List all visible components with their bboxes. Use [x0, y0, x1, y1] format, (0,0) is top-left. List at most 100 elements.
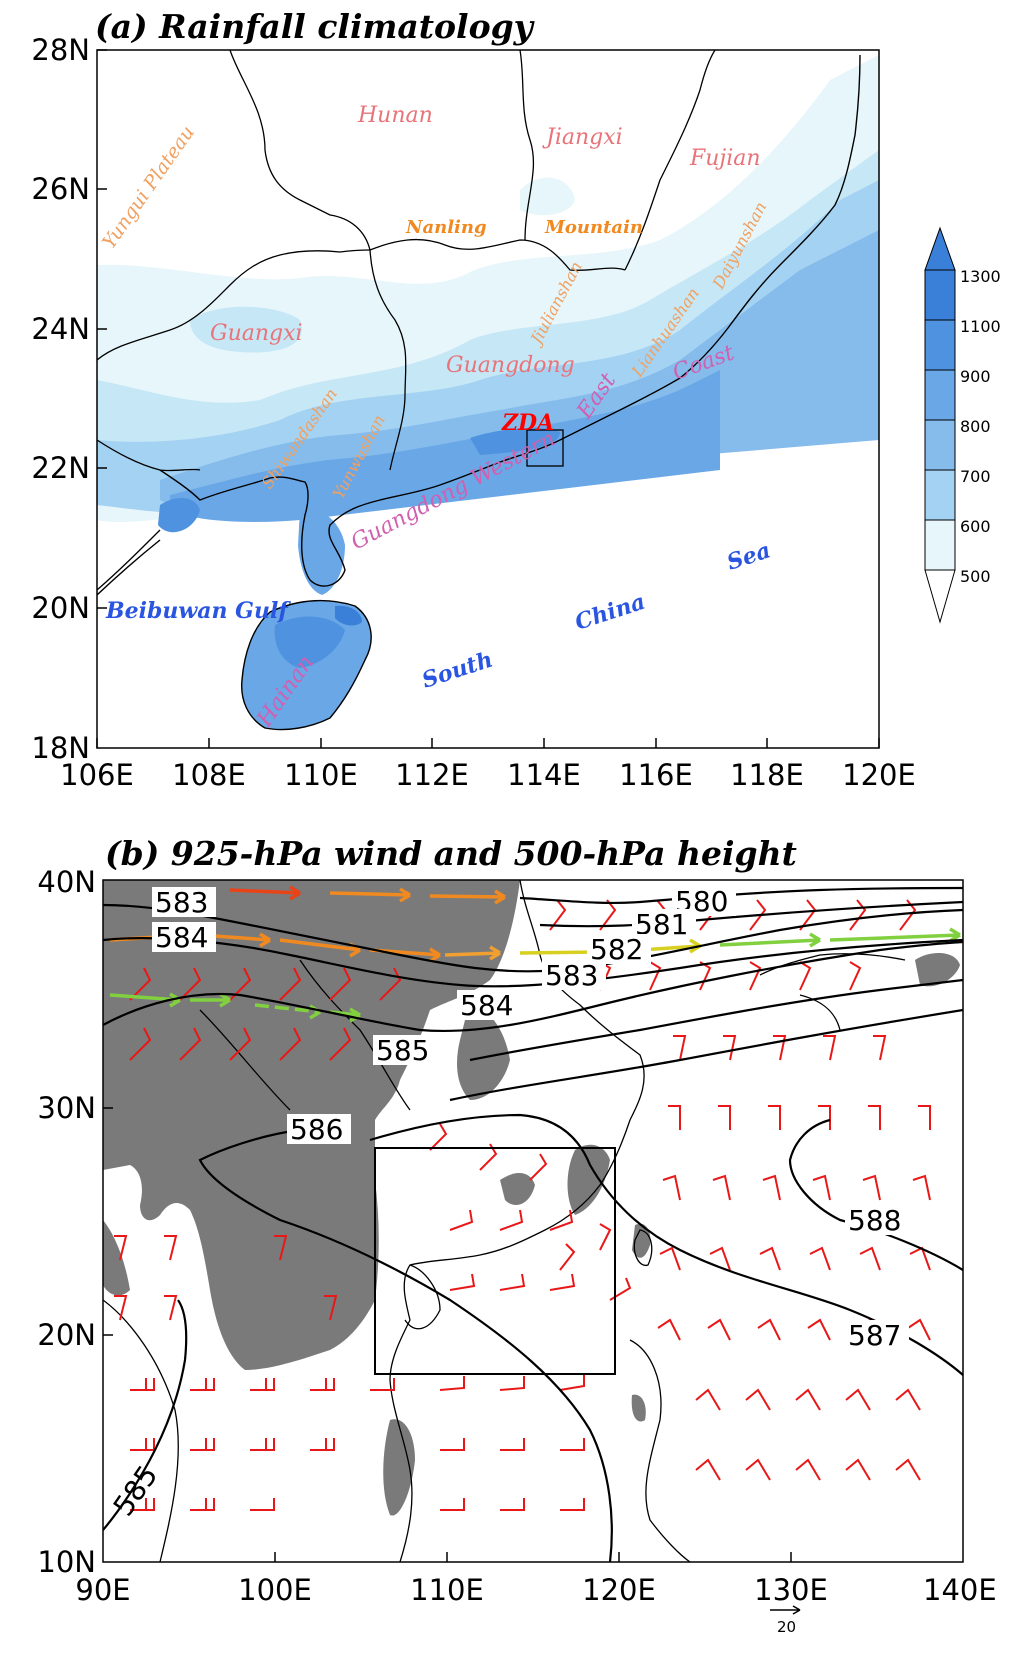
lat-tick: 20N: [37, 1318, 96, 1352]
label-south: South: [419, 647, 496, 694]
contour-label-bg: [542, 960, 606, 990]
lon-tick: 118E: [730, 758, 804, 792]
contour-labels: 583 584 580 581 582 583 584 585 586 588: [107, 885, 909, 1522]
lon-tick: 114E: [507, 758, 581, 792]
lat-tick: 30N: [37, 1091, 96, 1125]
lat-tick: 20N: [31, 591, 90, 625]
colorbar-bin: [924, 519, 956, 571]
rainfall-shading: [97, 50, 879, 731]
lat-tick: 18N: [31, 731, 90, 765]
label-guangxi: Guangxi: [210, 321, 303, 346]
terrain-shading: [103, 880, 960, 1516]
label-zda: ZDA: [501, 410, 554, 436]
reference-vector-label: 20: [777, 1618, 796, 1636]
terrain-myanmar: [103, 1220, 130, 1296]
panel-b-title: (b) 925-hPa wind and 500-hPa height: [105, 834, 797, 873]
label-guangdong: Guangdong: [446, 353, 575, 378]
lon-tick: 108E: [172, 758, 246, 792]
zda-box: [526, 429, 564, 467]
lat-tick: 26N: [31, 172, 90, 206]
terrain-phil: [631, 1394, 646, 1422]
contour-label: 586: [290, 1113, 343, 1146]
lon-tick: 140E: [923, 1573, 997, 1607]
colorbar-bin: [924, 369, 956, 421]
lat-tick: 40N: [37, 865, 96, 899]
panel-b-coastline: [103, 880, 906, 1562]
colorbar-label: 1100: [960, 317, 1001, 336]
label-sea: Sea: [724, 537, 774, 575]
contour-label: 587: [848, 1319, 901, 1352]
contour-label-bg: [587, 934, 651, 964]
contour-label-bg: [152, 887, 216, 917]
wind-barbs: [114, 899, 931, 1511]
colorbar-bottom-arrow: [924, 569, 956, 624]
lon-tick: 106E: [60, 758, 134, 792]
terrain-fujian: [567, 1144, 610, 1215]
rainfall-hainan-top: [335, 605, 362, 626]
coastline: [159, 54, 861, 587]
colorbar-label: 500: [960, 567, 991, 586]
contour-label: 585: [376, 1034, 429, 1067]
label-china: China: [572, 589, 649, 636]
rainfall-900: [170, 370, 720, 522]
colorbar-top-arrow: [924, 226, 956, 271]
lon-tick: 110E: [284, 758, 358, 792]
panel-a-lon-labels: 106E 108E 110E 112E 114E 116E 118E 120E: [60, 758, 916, 792]
colorbar-bin: [924, 319, 956, 371]
lon-tick: 130E: [754, 1573, 828, 1607]
reference-vector: 20: [770, 1605, 801, 1636]
hainan-outline: [241, 599, 372, 731]
province-borders: [97, 50, 716, 591]
lat-tick: 24N: [31, 312, 90, 346]
panel-a-title: (a) Rainfall climatology: [95, 7, 536, 46]
colorbar-label: 600: [960, 517, 991, 536]
lon-tick: 116E: [619, 758, 693, 792]
colorbar-bin: [924, 469, 956, 521]
panel-a-frame: [96, 49, 880, 749]
rainfall-leizhou: [298, 509, 345, 595]
contour-label: 583: [545, 959, 598, 992]
lon-tick: 110E: [410, 1573, 484, 1607]
label-mountain: Mountain: [544, 217, 643, 238]
panel-b-wind-height-map: (b) 925-hPa wind and 500-hPa height: [37, 834, 996, 1636]
lon-tick: 120E: [582, 1573, 656, 1607]
colorbar-label: 1300: [960, 267, 1001, 286]
height-contours: [103, 886, 963, 1562]
panel-a-lat-labels: 28N 26N 24N 22N 20N 18N: [31, 33, 90, 765]
rainfall-600-gx: [190, 306, 302, 353]
contour-label-bg: [287, 1114, 351, 1144]
label-nanling: Nanling: [405, 217, 487, 238]
lat-tick: 10N: [37, 1545, 96, 1579]
terrain-vietnam: [383, 1419, 415, 1516]
domain-box: [374, 1147, 616, 1375]
contour-label: 584: [155, 921, 208, 954]
contour-label: 584: [460, 989, 513, 1022]
lat-tick: 22N: [31, 451, 90, 485]
panel-b-frame: [102, 879, 964, 1563]
rainfall-1100-zda: [470, 428, 560, 455]
colorbar-bin: [924, 419, 956, 471]
colorbar: 1300 1100 900 800 700 600 500: [924, 226, 1001, 624]
terrain-hunan: [500, 1173, 535, 1205]
label-yungui-plateau: Yungui Plateau: [98, 122, 199, 253]
lon-tick: 112E: [395, 758, 469, 792]
rainfall-500-jx: [520, 177, 575, 216]
panel-a-ticks: [96, 49, 880, 748]
label-jiangxi: Jiangxi: [542, 125, 623, 150]
reference-arrow: [770, 1605, 801, 1615]
lon-tick: 100E: [238, 1573, 312, 1607]
colorbar-label: 800: [960, 417, 991, 436]
lon-tick: 120E: [842, 758, 916, 792]
contour-label: 588: [848, 1204, 901, 1237]
contour-label-bg: [457, 990, 521, 1020]
panel-b-lat-labels: 40N 30N 20N 10N: [37, 865, 96, 1579]
colorbar-bin: [924, 269, 956, 321]
rainfall-hainan-core: [274, 616, 345, 668]
terrain-east-patch: [457, 1000, 510, 1100]
lat-tick: 28N: [31, 33, 90, 67]
label-beibuwan-gulf: Beibuwan Gulf: [105, 598, 291, 624]
panel-b-ticks: [103, 1107, 792, 1562]
rainfall-1100: [158, 498, 200, 533]
contour-label-bg: [373, 1035, 437, 1065]
colorbar-label: 900: [960, 367, 991, 386]
